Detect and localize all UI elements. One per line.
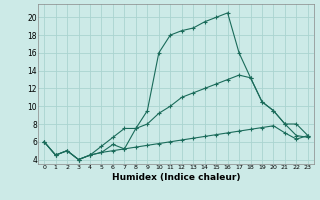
X-axis label: Humidex (Indice chaleur): Humidex (Indice chaleur)	[112, 173, 240, 182]
